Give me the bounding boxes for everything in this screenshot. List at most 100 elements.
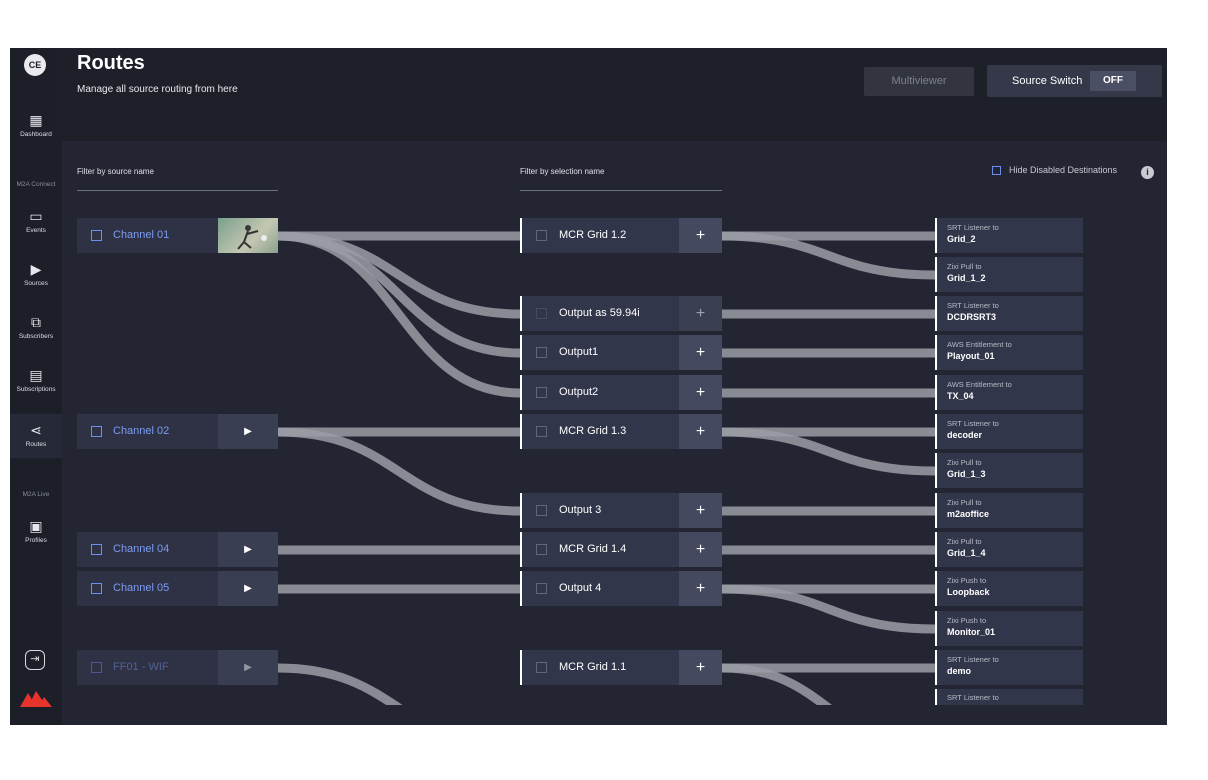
source-preview[interactable]: ▶ — [218, 414, 278, 449]
selection-name: MCR Grid 1.3 — [559, 425, 627, 437]
events-icon: ▭ — [29, 208, 43, 224]
selection-checkbox[interactable] — [536, 662, 547, 673]
selection-row[interactable]: Output2 + — [520, 375, 722, 410]
sidebar-item-profiles[interactable]: ▣ Profiles — [10, 518, 62, 544]
destination-name: demo — [947, 666, 972, 676]
selection-checkbox[interactable] — [536, 347, 547, 358]
selection-row[interactable]: MCR Grid 1.4 + — [520, 532, 722, 567]
sidebar-item-sources[interactable]: ▶ Sources — [10, 261, 62, 287]
add-destination-button[interactable]: + — [679, 493, 722, 528]
sidebar-item-dashboard[interactable]: ▦ Dashboard — [10, 112, 62, 138]
route-link[interactable] — [277, 427, 521, 516]
add-destination-button[interactable]: + — [679, 335, 722, 370]
source-thumbnail[interactable] — [218, 218, 278, 253]
player-image-icon — [237, 225, 267, 250]
source-name: Channel 01 — [113, 229, 170, 241]
destination-name: Grid_2 — [947, 234, 976, 244]
add-destination-button[interactable]: + — [679, 296, 722, 331]
source-checkbox[interactable] — [91, 662, 102, 673]
destination-name: Loopback — [947, 587, 990, 597]
source-preview[interactable]: ▶ — [218, 571, 278, 606]
add-destination-button[interactable]: + — [679, 650, 722, 685]
selection-row[interactable]: Output 4 + — [520, 571, 722, 606]
selection-checkbox[interactable] — [536, 426, 547, 437]
destination-row[interactable]: SRT Listener to Grid_2 — [935, 218, 1083, 253]
selection-row[interactable]: MCR Grid 1.3 + — [520, 414, 722, 449]
destination-row[interactable]: Zixi Pull to Grid_1_4 — [935, 532, 1083, 567]
route-link[interactable] — [721, 427, 936, 476]
page-title: Routes — [77, 52, 145, 74]
source-switch-toggle[interactable]: OFF — [1090, 71, 1136, 91]
sidebar-item-events[interactable]: ▭ Events — [10, 208, 62, 234]
selection-name: MCR Grid 1.2 — [559, 229, 627, 241]
selection-name: MCR Grid 1.1 — [559, 661, 627, 673]
destination-name: Grid_1_2 — [947, 273, 986, 283]
destination-row[interactable]: AWS Entitlement to Playout_01 — [935, 335, 1083, 370]
add-destination-button[interactable]: + — [679, 375, 722, 410]
source-row-channel-02[interactable]: Channel 02 ▶ — [77, 414, 278, 449]
destination-row[interactable]: SRT Listener to decoder — [935, 414, 1083, 449]
selection-checkbox[interactable] — [536, 583, 547, 594]
add-destination-button[interactable]: + — [679, 218, 722, 253]
logout-icon[interactable]: ⇥ — [25, 650, 45, 670]
source-row-ff01-wif[interactable]: FF01 - WIF ▶ — [77, 650, 278, 685]
destination-row[interactable]: SRT Listener to DCDRSRT3 — [935, 296, 1083, 331]
destination-row[interactable]: AWS Entitlement to TX_04 — [935, 375, 1083, 410]
route-link[interactable] — [277, 231, 521, 358]
route-links — [277, 231, 936, 725]
sidebar-item-subscribers[interactable]: ⧉ Subscribers — [10, 314, 62, 340]
play-icon[interactable]: ▶ — [244, 583, 252, 594]
hide-disabled-checkbox[interactable] — [992, 166, 1001, 175]
selection-row[interactable]: Output1 + — [520, 335, 722, 370]
selection-row[interactable]: Output 3 + — [520, 493, 722, 528]
source-checkbox[interactable] — [91, 230, 102, 241]
add-destination-button[interactable]: + — [679, 414, 722, 449]
route-link[interactable] — [277, 231, 521, 319]
app-logo[interactable]: CE — [24, 54, 46, 76]
selection-row[interactable]: MCR Grid 1.1 + — [520, 650, 722, 685]
selection-checkbox[interactable] — [536, 230, 547, 241]
route-link[interactable] — [277, 231, 521, 398]
destination-row[interactable]: Zixi Pull to Grid_1_2 — [935, 257, 1083, 292]
source-row-channel-01[interactable]: Channel 01 — [77, 218, 278, 253]
info-icon[interactable]: i — [1141, 166, 1154, 179]
source-row-channel-05[interactable]: Channel 05 ▶ — [77, 571, 278, 606]
destination-type: Zixi Pull to — [947, 498, 982, 507]
selection-filter-input[interactable] — [520, 190, 722, 191]
source-preview[interactable]: ▶ — [218, 532, 278, 567]
source-name: Channel 02 — [113, 425, 170, 437]
add-destination-button[interactable]: + — [679, 532, 722, 567]
multiviewer-button[interactable]: Multiviewer — [864, 67, 974, 96]
destination-row[interactable]: Zixi Pull to Grid_1_3 — [935, 453, 1083, 488]
selection-checkbox[interactable] — [536, 387, 547, 398]
route-link[interactable] — [721, 231, 936, 280]
play-icon[interactable]: ▶ — [244, 426, 252, 437]
add-destination-button[interactable]: + — [679, 571, 722, 606]
destination-type: SRT Listener to — [947, 419, 999, 428]
selection-name: Output 4 — [559, 582, 602, 594]
play-icon[interactable]: ▶ — [244, 544, 252, 555]
destination-row[interactable]: Zixi Push to Monitor_01 — [935, 611, 1083, 646]
selection-row[interactable]: Output as 59.94i + — [520, 296, 722, 331]
source-filter-input[interactable] — [77, 190, 278, 191]
selection-row[interactable]: MCR Grid 1.2 + — [520, 218, 722, 253]
source-row-channel-04[interactable]: Channel 04 ▶ — [77, 532, 278, 567]
play-icon[interactable]: ▶ — [244, 662, 252, 673]
source-checkbox[interactable] — [91, 544, 102, 555]
source-checkbox[interactable] — [91, 583, 102, 594]
destination-row[interactable]: Zixi Push to Loopback — [935, 571, 1083, 606]
destination-row[interactable]: SRT Listener to — [935, 689, 1083, 705]
selection-checkbox[interactable] — [536, 505, 547, 516]
page-header: Routes Manage all source routing from he… — [62, 48, 1167, 141]
route-link[interactable] — [721, 584, 936, 634]
selection-checkbox[interactable] — [536, 544, 547, 555]
source-switch-button[interactable]: Source Switch OFF — [987, 65, 1162, 97]
destination-row[interactable]: Zixi Pull to m2aoffice — [935, 493, 1083, 528]
source-preview[interactable]: ▶ — [218, 650, 278, 685]
destination-type: AWS Entitlement to — [947, 340, 1012, 349]
destination-row[interactable]: SRT Listener to demo — [935, 650, 1083, 685]
selection-checkbox[interactable] — [536, 308, 547, 319]
sidebar-item-subscriptions[interactable]: ▤ Subscriptions — [10, 367, 62, 393]
sidebar-item-routes[interactable]: ⋖ Routes — [10, 414, 62, 458]
source-checkbox[interactable] — [91, 426, 102, 437]
